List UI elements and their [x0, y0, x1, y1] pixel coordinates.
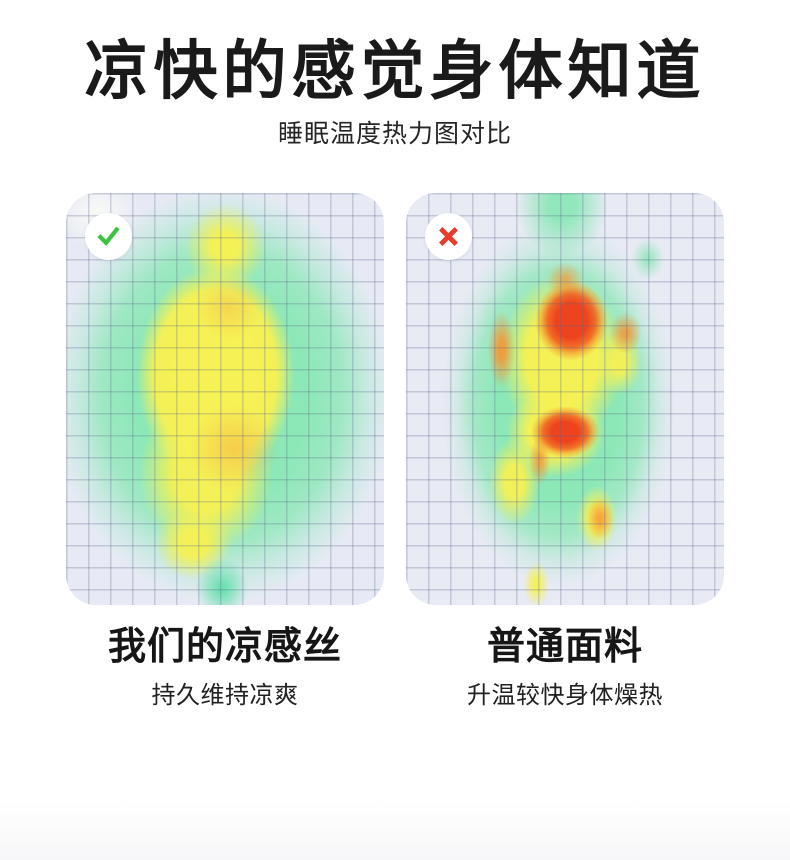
heatmap-comparison: 我们的凉感丝 持久维持凉爽 普通面料 升温较快身体燥热	[0, 192, 790, 712]
page-subtitle: 睡眠温度热力图对比	[277, 120, 512, 149]
panel-subcaption-cool: 持久维持凉爽	[151, 682, 299, 710]
heatmap-cool-image	[66, 192, 384, 605]
heatmap-hot-image	[406, 192, 724, 605]
panel-captions: 我们的凉感丝 持久维持凉爽	[66, 624, 384, 712]
panel-captions: 普通面料 升温较快身体燥热	[406, 624, 724, 712]
panel-cooling-fabric: 我们的凉感丝 持久维持凉爽	[66, 192, 384, 712]
check-icon	[97, 226, 120, 246]
cross-icon	[439, 226, 458, 246]
cross-badge	[425, 212, 472, 260]
panel-subcaption-ordinary: 升温较快身体燥热	[467, 682, 663, 710]
panel-caption-cool: 我们的凉感丝	[107, 625, 342, 668]
page-title: 凉快的感觉身体知道	[84, 35, 706, 107]
heatmap-grid	[66, 192, 384, 605]
panel-ordinary-fabric: 普通面料 升温较快身体燥热	[406, 192, 724, 712]
heatmap-grid	[406, 192, 724, 605]
check-badge	[85, 212, 132, 260]
panel-caption-ordinary: 普通面料	[486, 625, 643, 668]
